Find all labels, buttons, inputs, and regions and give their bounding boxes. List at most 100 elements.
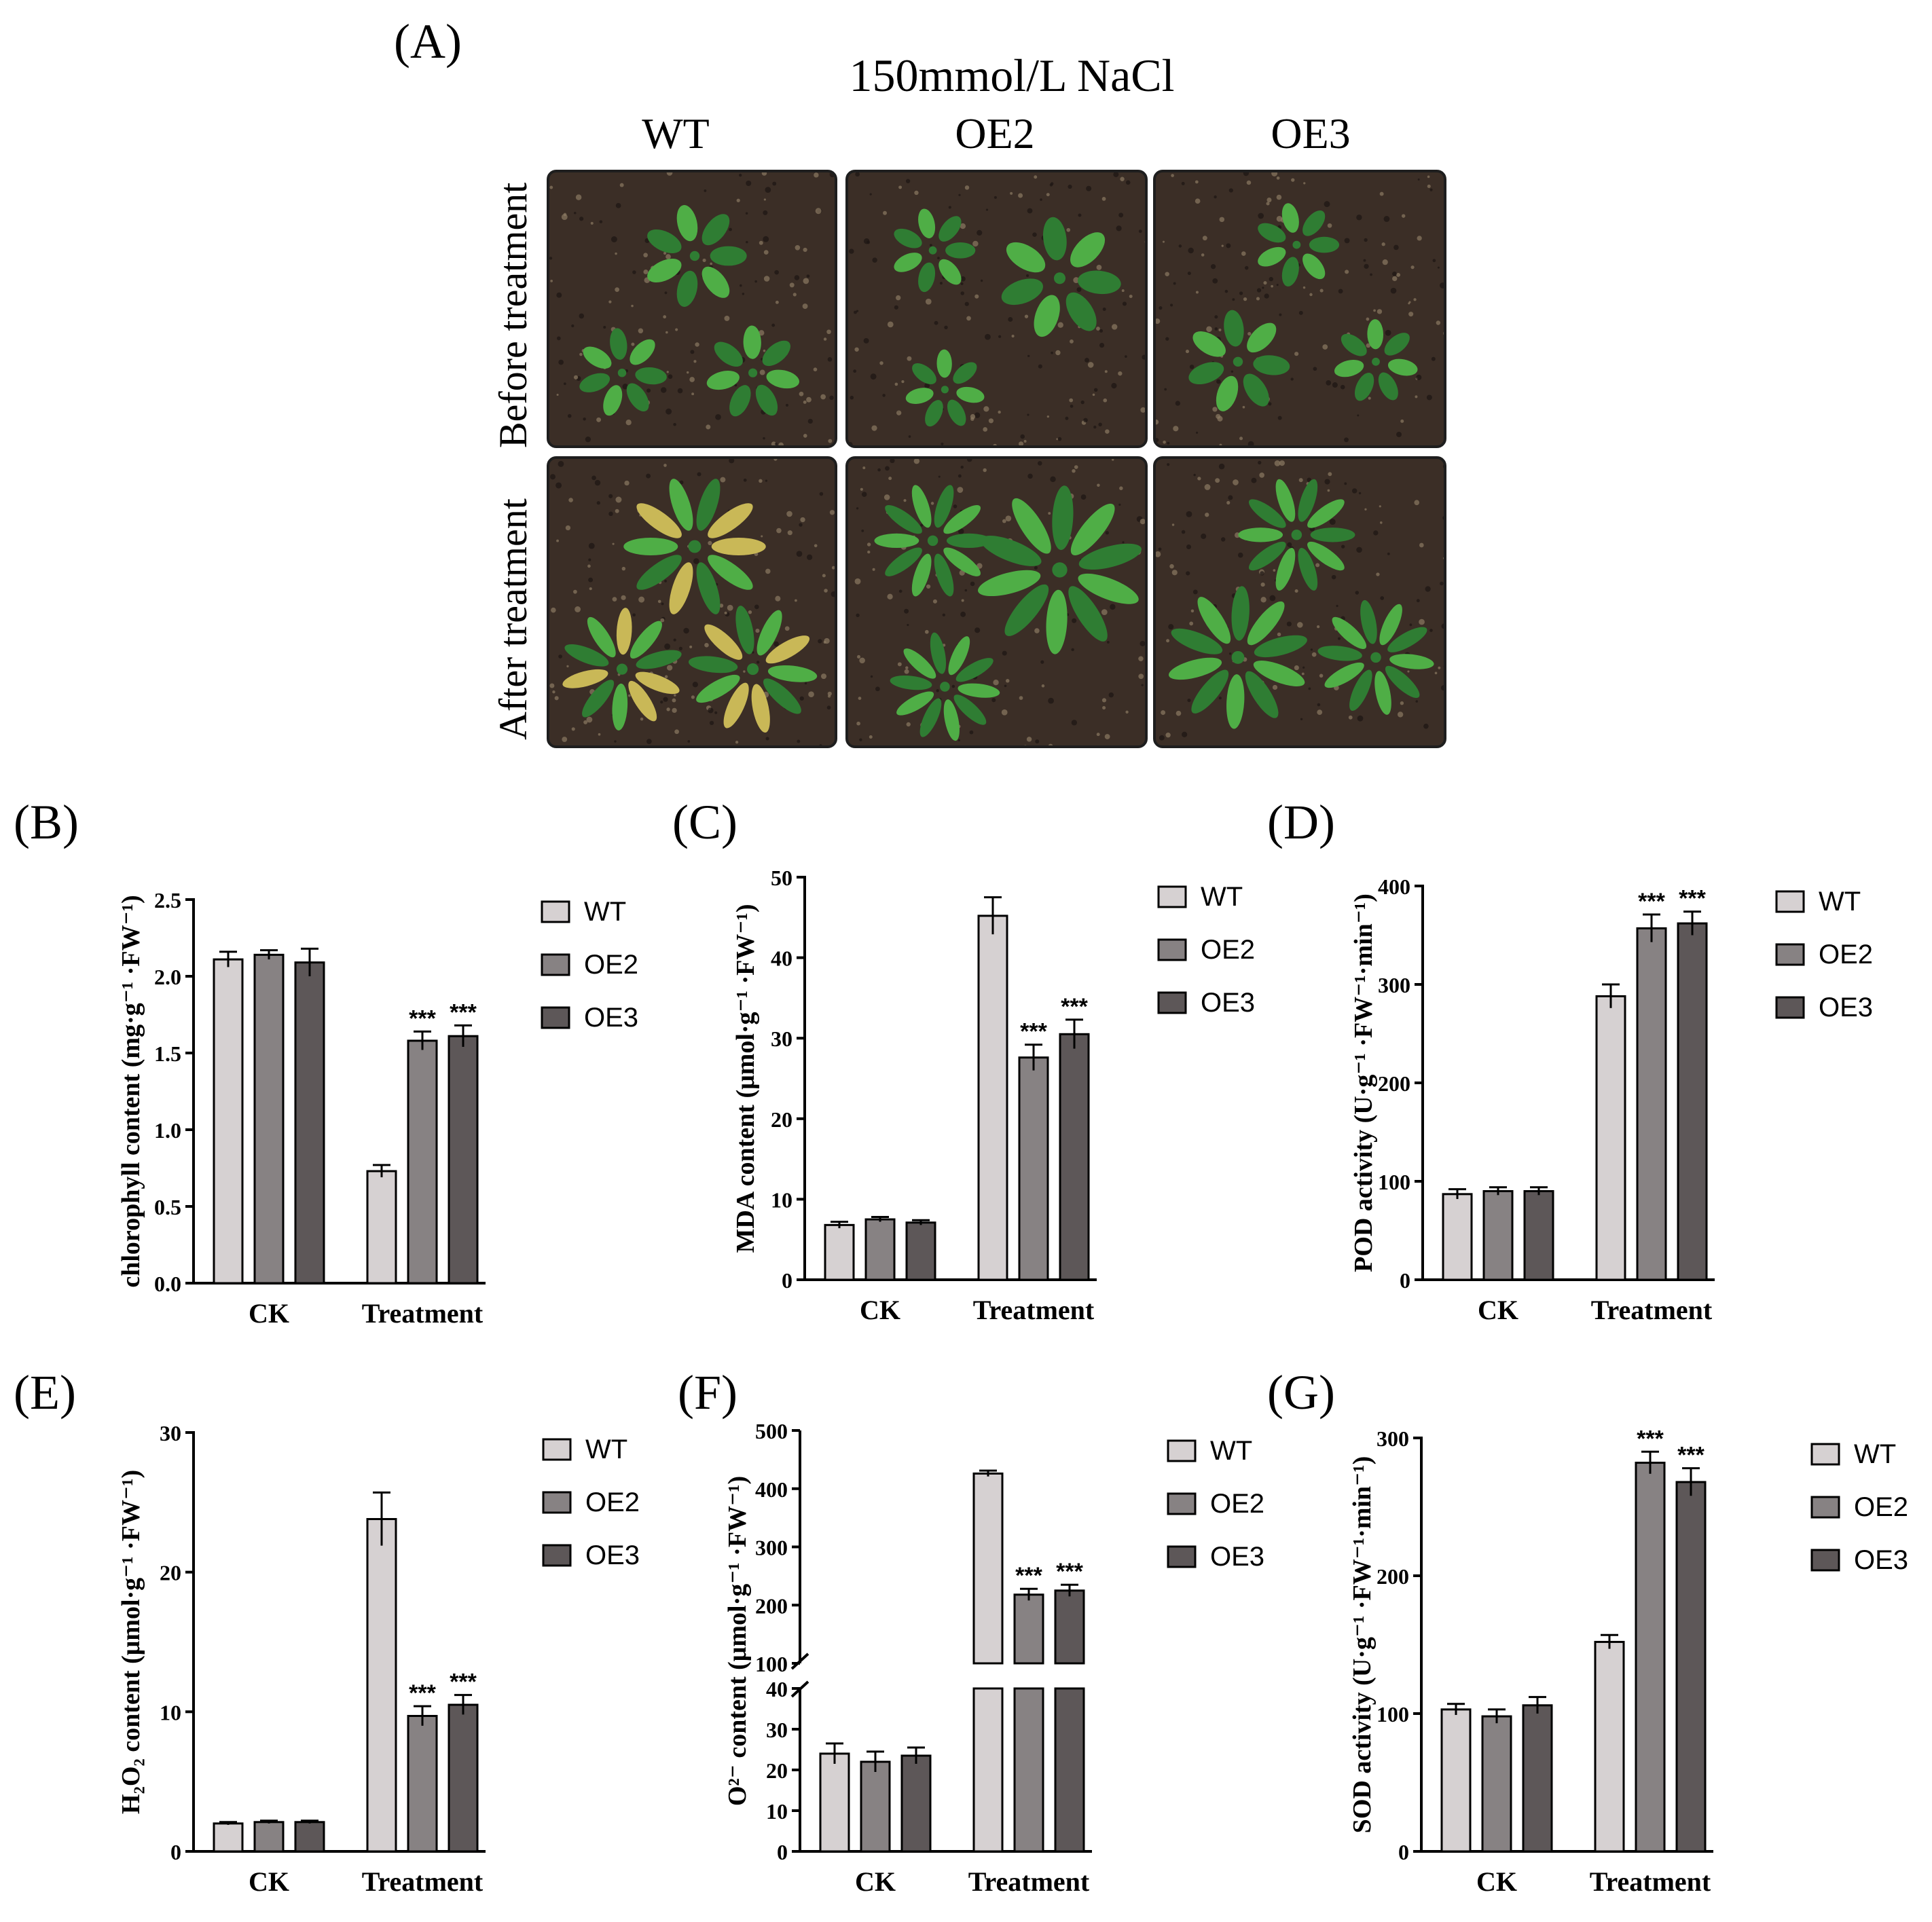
chart-g-legend-swatch-oe3 (1810, 1549, 1840, 1572)
chart-b-bar-oe3-treatment (448, 1035, 479, 1285)
chart-f-ytick-label-upper: 100 (755, 1652, 788, 1676)
chart-d-ytick-label: 0 (1400, 1268, 1410, 1293)
chart-f-x-label-ck: CK (855, 1866, 896, 1897)
chart-f-ytick-label-lower: 20 (766, 1758, 788, 1783)
chart-d-y-label: POD activity (U·g⁻¹ ·FW⁻¹·min⁻¹) (1349, 893, 1378, 1272)
chart-c-sig-label: *** (1020, 1019, 1047, 1045)
chart-f-sig-label: *** (1015, 1563, 1042, 1589)
chart-g-x-label-treatment: Treatment (1590, 1866, 1711, 1897)
chart-c-x-label-treatment: Treatment (973, 1295, 1095, 1325)
chart-b-ytick-label: 1.5 (154, 1041, 181, 1066)
chart-e-ytick-label: 0 (170, 1840, 181, 1864)
chart-f-bar-wt-treatment (972, 1472, 1004, 1665)
chart-g-bar-oe3-treatment (1675, 1481, 1707, 1853)
chart-f-ytick-label-upper: 300 (755, 1536, 788, 1560)
chart-g-legend-label-oe2: OE2 (1854, 1492, 1908, 1522)
chart-g-ytick-label: 100 (1377, 1702, 1409, 1726)
chart-g-legend-swatch-oe2 (1810, 1496, 1840, 1519)
chart-f-ytick-label-upper: 500 (755, 1419, 788, 1443)
chart-f-ytick-label-upper: 200 (755, 1593, 788, 1618)
plant-photo-oe2-after (845, 456, 1148, 748)
chart-c-ytick-label: 10 (771, 1187, 792, 1212)
chart-g-legend-swatch-wt (1810, 1443, 1840, 1466)
chart-c-ytick-label: 30 (771, 1027, 792, 1051)
chart-b-legend-swatch-oe3 (541, 1006, 570, 1029)
chart-f-ytick-label-lower: 30 (766, 1718, 788, 1742)
chart-c-ytick-label: 50 (771, 866, 792, 890)
chart-c-legend-swatch-oe2 (1157, 938, 1187, 961)
chart-e-legend-label-oe2: OE2 (585, 1487, 640, 1517)
chart-f-x-label-treatment: Treatment (968, 1866, 1090, 1897)
chart-g-bar-wt-treatment (1594, 1640, 1625, 1853)
chart-e-ytick-label: 10 (160, 1700, 181, 1724)
chart-d-ytick-label: 300 (1378, 973, 1410, 997)
chart-b-bar-wt-treatment (366, 1170, 397, 1285)
panel-a-letter: (A) (394, 14, 462, 69)
chart-b-x-label-ck: CK (249, 1298, 289, 1329)
chart-c-bar-wt-ck (824, 1223, 855, 1281)
chart-f-legend-label-oe2: OE2 (1210, 1489, 1264, 1519)
plant-photo-oe3-after (1153, 456, 1446, 748)
plant-photo-wt-before (547, 170, 837, 448)
chart-b-legend-label-oe3: OE3 (584, 1003, 638, 1033)
chart-f-sig-label: *** (1056, 1559, 1083, 1585)
chart-f-legend-swatch-wt (1167, 1439, 1197, 1462)
chart-f-ytick-label-lower: 40 (766, 1677, 788, 1701)
chart-b-ytick-label: 2.0 (154, 965, 181, 989)
plant-photo-oe2-before (845, 170, 1148, 448)
chart-b-sig-label: *** (409, 1005, 436, 1031)
chart-f-bar-wt-ck (819, 1752, 850, 1853)
chart-g-x-label-ck: CK (1476, 1866, 1517, 1897)
chart-f-letter: (F) (678, 1365, 737, 1420)
chart-g-legend-label-oe3: OE3 (1854, 1545, 1908, 1575)
chart-f-legend-label-oe3: OE3 (1210, 1542, 1264, 1572)
chart-b-ytick-label: 1.0 (154, 1118, 181, 1143)
chart-c-legend-label-wt: WT (1201, 882, 1243, 912)
chart-c-x-label-ck: CK (860, 1295, 900, 1325)
chart-c-legend-label-oe3: OE3 (1201, 988, 1255, 1018)
chart-e-legend-label-wt: WT (585, 1435, 627, 1464)
chart-d-legend-swatch-oe3 (1775, 996, 1805, 1019)
chart-g-y-label: SOD activity (U·g⁻¹ ·FW⁻¹·min⁻¹) (1348, 1456, 1377, 1834)
chart-c-bar-oe2-treatment (1018, 1056, 1049, 1281)
chart-g-bar-oe3-ck (1522, 1704, 1553, 1853)
chart-b-legend-label-wt: WT (584, 897, 626, 927)
chart-e-bar-oe2-ck (253, 1821, 285, 1853)
chart-e-letter: (E) (14, 1365, 76, 1420)
chart-f-ytick-label-lower: 0 (777, 1840, 788, 1864)
chart-f-bar-oe2-treatment (1013, 1593, 1044, 1665)
chart-e-y-label: H₂O₂ content (μmol·g⁻¹ ·FW⁻¹) (117, 1470, 145, 1814)
chart-f-axis-break-upper (790, 1652, 809, 1670)
chart-g-letter: (G) (1267, 1365, 1335, 1420)
chart-g-sig-label: *** (1637, 1426, 1664, 1452)
chart-d-sig-label: *** (1638, 889, 1665, 914)
chart-d-bar-oe2-treatment (1636, 927, 1667, 1281)
chart-c-y-label: MDA content (μmol·g⁻¹ ·FW⁻¹) (731, 904, 760, 1253)
chart-c-bar-wt-treatment (977, 914, 1008, 1281)
chart-e-sig-label: *** (409, 1680, 436, 1706)
chart-e-x-label-ck: CK (249, 1866, 289, 1897)
chart-b-bar-oe2-ck (253, 953, 285, 1285)
chart-c-legend-label-oe2: OE2 (1201, 935, 1255, 965)
chart-c-bar-oe2-ck (864, 1218, 896, 1281)
col-label-oe2: OE2 (955, 109, 1035, 158)
chart-d-legend-swatch-wt (1775, 890, 1805, 913)
chart-c-ytick-label: 0 (782, 1268, 792, 1293)
plant-photo-oe3-before (1153, 170, 1446, 448)
chart-g-legend-label-wt: WT (1854, 1439, 1896, 1469)
chart-b-sig-label: *** (450, 999, 477, 1025)
chart-d-legend-label-oe2: OE2 (1819, 940, 1873, 969)
chart-f-bar-oe3-treatment (1054, 1589, 1085, 1665)
chart-e-ytick-label: 30 (160, 1421, 181, 1445)
chart-e-bar-oe2-treatment (407, 1715, 438, 1853)
chart-f-ytick-label-lower: 10 (766, 1799, 788, 1824)
chart-f-y-label: O²⁻ content (μmol·g⁻¹ ·FW⁻¹) (723, 1476, 752, 1806)
plant-photo-wt-after (547, 456, 837, 748)
chart-c-letter: (C) (672, 795, 737, 849)
chart-e-bar-oe3-treatment (448, 1703, 479, 1853)
chart-c-ytick-label: 40 (771, 946, 792, 971)
chart-e-bar-wt-ck (213, 1822, 244, 1853)
chart-d-bar-oe3-ck (1523, 1190, 1554, 1281)
chart-e-bar-wt-treatment (366, 1518, 397, 1853)
chart-e-ytick-label: 20 (160, 1561, 181, 1585)
